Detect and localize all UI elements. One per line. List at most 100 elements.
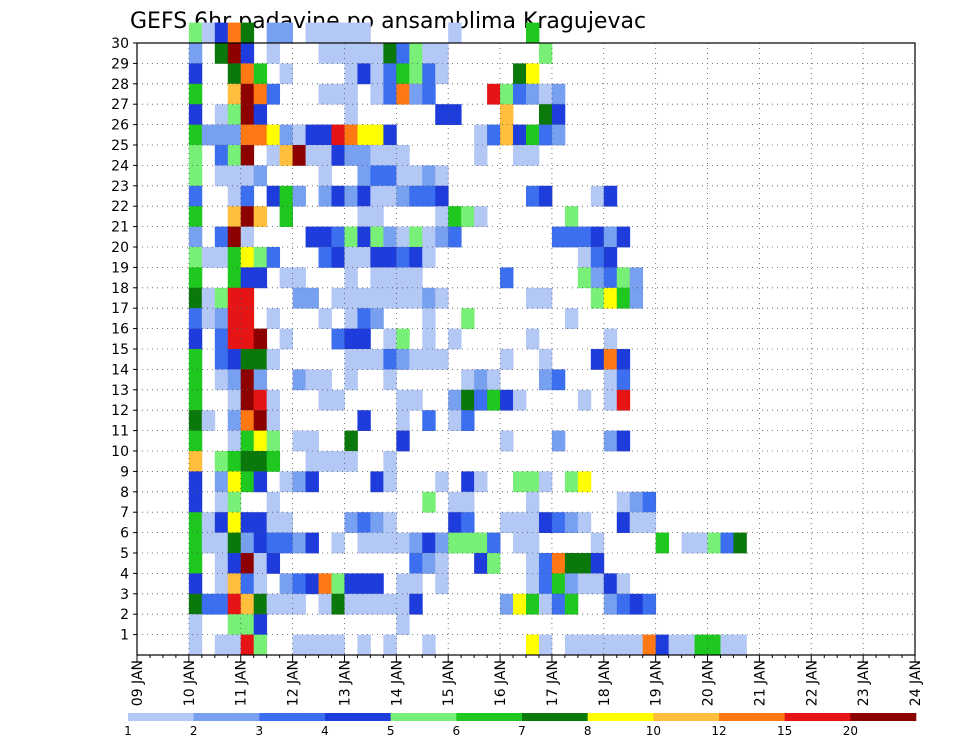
heatmap-cell xyxy=(188,247,203,268)
heatmap-cell xyxy=(733,532,747,554)
heatmap-cell xyxy=(500,593,514,615)
heatmap-cell xyxy=(240,124,255,146)
heatmap-cell xyxy=(227,369,242,391)
heatmap-cell xyxy=(188,614,203,635)
heatmap-cell xyxy=(188,328,203,350)
heatmap-cell xyxy=(318,22,332,44)
heatmap-cell xyxy=(227,247,242,268)
heatmap-cell xyxy=(253,267,268,289)
heatmap-cell xyxy=(344,226,358,248)
heatmap-cell xyxy=(409,532,423,554)
heatmap-cell xyxy=(227,287,242,309)
heatmap-cell xyxy=(240,349,255,370)
heatmap-cell xyxy=(279,22,293,44)
heatmap-cell xyxy=(201,532,216,554)
heatmap-cell xyxy=(370,247,384,268)
heatmap-cell xyxy=(590,573,605,595)
heatmap-cell xyxy=(331,287,345,309)
heatmap-cell xyxy=(214,451,229,472)
colorbar-swatch xyxy=(128,713,194,721)
heatmap-cell xyxy=(331,22,345,44)
colorbar-label: 1 xyxy=(124,724,132,738)
heatmap-cell xyxy=(357,43,371,64)
heatmap-cell xyxy=(344,22,358,44)
heatmap-cell xyxy=(240,83,255,105)
heatmap-cell xyxy=(526,471,540,493)
heatmap-cell xyxy=(396,287,410,309)
heatmap-cell xyxy=(551,369,566,391)
heatmap-cell xyxy=(292,287,306,309)
x-tick-label: 20 JAN xyxy=(701,660,717,706)
heatmap-cell xyxy=(214,491,229,513)
heatmap-cell xyxy=(318,43,332,64)
heatmap-cell xyxy=(500,349,514,370)
heatmap-cell xyxy=(603,349,618,370)
heatmap-cell xyxy=(214,165,229,187)
colorbar: 1 2 3 4 5 6 7 8 10 12 15 20 xyxy=(124,713,917,738)
heatmap-cell xyxy=(474,206,488,227)
heatmap-cell xyxy=(435,226,449,248)
heatmap-cell xyxy=(214,532,229,554)
colorbar-swatch xyxy=(259,713,326,721)
heatmap-cell xyxy=(240,308,255,329)
heatmap-cell xyxy=(513,145,527,166)
x-tick-label: 12 JAN xyxy=(286,660,302,706)
heatmap-cell xyxy=(344,328,358,350)
heatmap-cell xyxy=(603,634,618,656)
heatmap-cell xyxy=(396,165,410,187)
heatmap-cell xyxy=(590,553,605,574)
heatmap-cell xyxy=(500,83,514,105)
heatmap-cell xyxy=(331,532,345,554)
heatmap-cell xyxy=(448,206,462,227)
y-tick-label: 27 xyxy=(111,97,129,113)
heatmap-cell xyxy=(279,593,293,615)
heatmap-cell xyxy=(474,553,488,574)
heatmap-cell xyxy=(448,389,462,411)
heatmap-cell xyxy=(448,532,462,554)
heatmap-cell xyxy=(188,287,203,309)
heatmap-cell xyxy=(240,451,255,472)
heatmap-cell xyxy=(487,83,501,105)
heatmap-cell xyxy=(564,512,579,533)
heatmap-cell xyxy=(331,226,345,248)
heatmap-cell xyxy=(253,206,268,227)
heatmap-cell xyxy=(253,451,268,472)
heatmap-cell xyxy=(292,634,306,656)
colorbar-swatch xyxy=(587,713,654,721)
heatmap-cell xyxy=(357,145,371,166)
heatmap-cell xyxy=(344,63,358,85)
heatmap-cell xyxy=(642,491,657,513)
heatmap-cell xyxy=(266,124,281,146)
heatmap-cell xyxy=(331,389,345,411)
heatmap-cell xyxy=(668,634,682,656)
heatmap-cell xyxy=(240,369,255,391)
heatmap-cell xyxy=(305,124,319,146)
heatmap-cell xyxy=(526,491,540,513)
heatmap-cell xyxy=(344,573,358,595)
heatmap-cell xyxy=(526,532,540,554)
heatmap-cell xyxy=(318,593,332,615)
heatmap-cell xyxy=(681,532,695,554)
heatmap-cell xyxy=(188,532,203,554)
heatmap-cell xyxy=(201,124,216,146)
heatmap-cell xyxy=(396,389,410,411)
heatmap-cell xyxy=(318,83,332,105)
heatmap-cell xyxy=(318,226,332,248)
heatmap-cell xyxy=(240,165,255,187)
heatmap-cell xyxy=(227,124,242,146)
heatmap-cell xyxy=(422,185,436,207)
heatmap-cell xyxy=(253,471,268,493)
heatmap-cell xyxy=(435,349,449,370)
heatmap-cell xyxy=(344,430,358,452)
heatmap-cell xyxy=(253,247,268,268)
heatmap-cell xyxy=(305,430,319,452)
heatmap-cell xyxy=(538,43,553,64)
heatmap-cell xyxy=(694,532,708,554)
heatmap-cell xyxy=(201,247,216,268)
heatmap-cell xyxy=(227,328,242,350)
heatmap-cell xyxy=(383,185,397,207)
heatmap-cell xyxy=(253,328,268,350)
heatmap-cell xyxy=(500,104,514,125)
x-tick-label: 24 JAN xyxy=(908,660,924,706)
heatmap-cell xyxy=(409,553,423,574)
